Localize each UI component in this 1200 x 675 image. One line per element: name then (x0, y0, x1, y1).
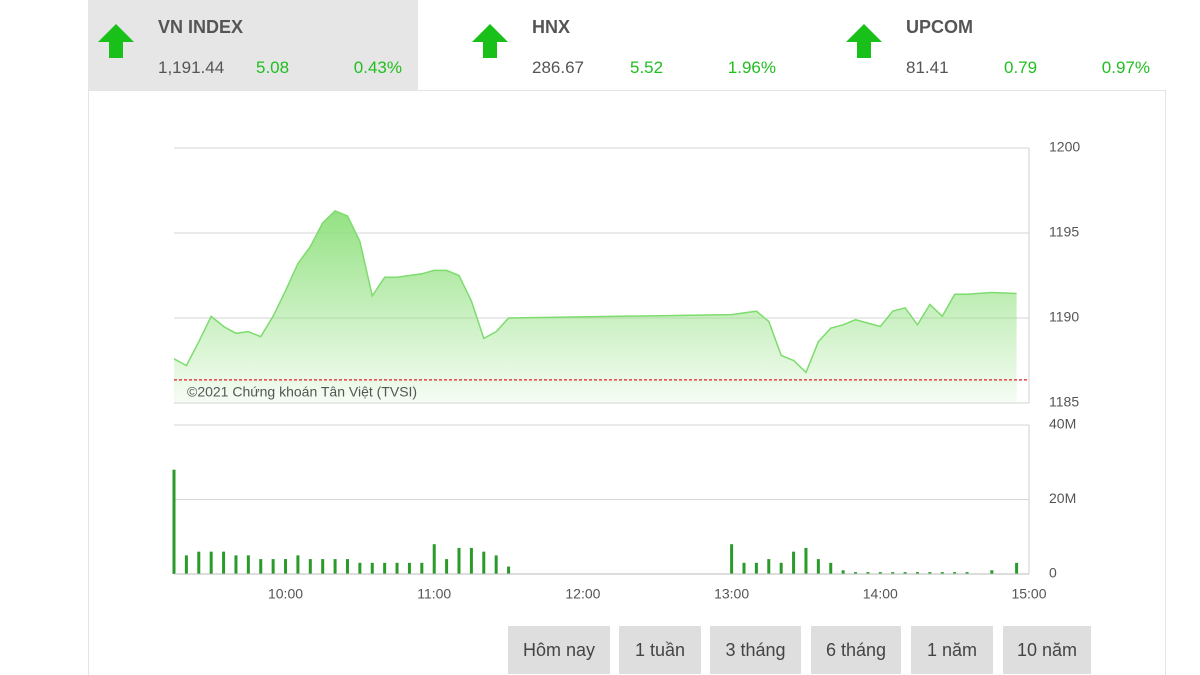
price-line (173, 210, 1017, 374)
volume-bar (370, 562, 374, 574)
volume-bar (866, 572, 870, 574)
volume-bar (209, 551, 213, 574)
volume-bar (878, 572, 882, 574)
volume-bar (184, 555, 188, 574)
y-tick-label: 1200 (1049, 139, 1080, 155)
up-arrow (98, 24, 134, 58)
x-tick-label: 11:00 (417, 586, 451, 602)
chart: 1185 1190 1195 1200 ©2021 Chứng khoán Tân Vi… (172, 139, 1080, 602)
x-tick-label: 13:00 (714, 586, 749, 602)
volume-bar (296, 555, 300, 574)
volume-bar (358, 562, 362, 574)
index-change: 5.52 (630, 58, 664, 77)
index-value: 81.41 (906, 58, 949, 77)
volume-bar (754, 562, 758, 574)
volume-bar (234, 555, 238, 574)
index-value: 1,191.44 (158, 58, 225, 77)
index-tile: HNX 286.67 5.52 1.96% (462, 0, 792, 90)
y-tick-label: 1190 (1049, 309, 1079, 325)
volume-bar (953, 572, 957, 574)
volume-bar (469, 547, 473, 574)
y-tick-label: 0 (1049, 565, 1057, 581)
range-button[interactable]: 10 năm (1003, 626, 1091, 674)
index-name: HNX (532, 17, 571, 37)
volume-bar (841, 570, 845, 574)
price-area (174, 210, 1017, 403)
volume-bar (172, 469, 176, 574)
volume-bar (1015, 562, 1019, 574)
volume-bar (284, 559, 288, 574)
volume-bar (767, 559, 771, 574)
index-value: 286.67 (532, 58, 584, 77)
volume-bar (730, 544, 734, 574)
copyright: ©2021 Chứng khoán Tân Việt (TVSI) (187, 384, 417, 400)
y-tick-label: 1195 (1049, 224, 1079, 240)
volume-bar (779, 562, 783, 574)
range-button[interactable]: 1 năm (911, 626, 993, 674)
y-tick-label: 1185 (1049, 394, 1079, 410)
volume-bar (965, 572, 969, 574)
volume-bar (271, 559, 275, 574)
volume-bar (407, 562, 411, 574)
volume-bar (903, 572, 907, 574)
index-percent: 0.97% (1101, 58, 1150, 77)
volume-bar (854, 572, 858, 574)
x-tick-label: 10:00 (268, 586, 303, 602)
index-percent: 1.96% (727, 58, 776, 77)
volume-bar (395, 562, 399, 574)
index-name: UPCOM (906, 17, 973, 37)
x-tick-label: 14:00 (863, 586, 898, 602)
volume-bar (222, 551, 226, 574)
volume-bar (308, 559, 312, 574)
volume-bar (420, 562, 424, 574)
volume-bar (928, 572, 932, 574)
range-button[interactable]: 1 tuần (619, 626, 701, 674)
index-tile: VN INDEX 1,191.44 5.08 0.43% (88, 0, 418, 90)
index-change: 5.08 (256, 58, 290, 77)
up-arrow (472, 24, 508, 58)
y-tick-label: 20M (1049, 490, 1076, 506)
volume-bar (990, 570, 994, 574)
index-name: VN INDEX (158, 17, 244, 37)
volume-bar (445, 559, 449, 574)
volume-bar (321, 559, 325, 574)
volume-bar (383, 562, 387, 574)
volume-bar (333, 559, 337, 574)
y-tick-label: 40M (1049, 416, 1076, 432)
volume-bar (345, 559, 349, 574)
range-button[interactable]: 3 tháng (710, 626, 801, 674)
volume-bar (829, 562, 833, 574)
volume-bar (482, 551, 486, 574)
up-arrow (846, 24, 882, 58)
volume-bar (494, 555, 498, 574)
volume-bar (792, 551, 796, 574)
chart-panel: 1185 1190 1195 1200 ©2021 Chứng khoán Tân Vi… (88, 90, 1166, 675)
volume-bar (742, 562, 746, 574)
volume-bar (816, 559, 820, 574)
volume-bar (804, 547, 808, 574)
index-change: 0.79 (1004, 58, 1038, 77)
x-tick-label: 15:00 (1011, 586, 1046, 602)
volume-bar (891, 572, 895, 574)
index-percent: 0.43% (353, 58, 402, 77)
volume-bar (197, 551, 201, 574)
volume-bar (915, 572, 919, 574)
index-tile: UPCOM 81.41 0.79 0.97% (836, 0, 1166, 90)
range-button[interactable]: 6 tháng (811, 626, 901, 674)
volume-bar (940, 572, 944, 574)
volume-bar (246, 555, 250, 574)
range-button[interactable]: Hôm nay (508, 626, 610, 674)
volume-bar (432, 544, 436, 574)
x-tick-label: 12:00 (565, 586, 600, 602)
volume-bar (507, 566, 511, 574)
volume-bar (457, 547, 461, 574)
volume-bar (259, 559, 263, 574)
